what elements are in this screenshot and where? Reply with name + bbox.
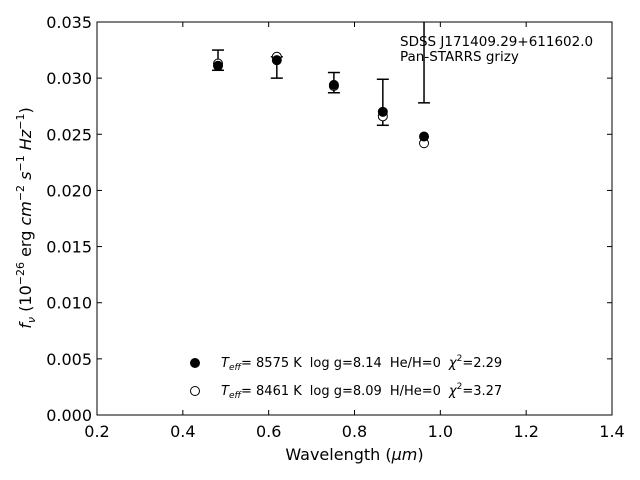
model-point-filled	[213, 60, 224, 71]
y-tick-label: 0.015	[46, 238, 92, 257]
x-axis-label: Wavelength (μm)	[285, 445, 423, 464]
x-axis-ticks: 0.2 0.4 0.6 0.8 1.0 1.2 1.4	[84, 22, 625, 441]
y-tick-label: 0.005	[46, 350, 92, 369]
x-tick-label: 0.4	[170, 422, 195, 441]
x-tick-label: 0.8	[342, 422, 367, 441]
data-markers	[213, 51, 430, 149]
x-tick-label: 0.6	[256, 422, 281, 441]
annotation-survey-name: Pan-STARRS grizy	[400, 49, 519, 65]
x-tick-label: 1.0	[428, 422, 453, 441]
error-bars	[212, 22, 431, 127]
legend-marker-filled	[190, 358, 200, 368]
y-tick-label: 0.020	[46, 181, 92, 200]
y-tick-label: 0.010	[46, 294, 92, 313]
y-axis-ticks: 0.000 0.005 0.010 0.015 0.020 0.025 0.030 0.035	[46, 13, 612, 425]
x-tick-label: 0.2	[84, 422, 109, 441]
y-tick-label: 0.030	[46, 69, 92, 88]
y-tick-label: 0.025	[46, 125, 92, 144]
y-tick-label: 0.035	[46, 13, 92, 32]
x-tick-label: 1.4	[599, 422, 624, 441]
y-axis-label: fν (10−26 erg cm−2 s−1 Hz−1)	[14, 107, 38, 328]
model-point-filled	[377, 106, 388, 117]
x-tick-label: 1.2	[513, 422, 538, 441]
y-tick-label: 0.000	[46, 406, 92, 425]
model-point-filled	[328, 79, 339, 90]
model-point-filled	[419, 131, 430, 142]
legend-marker-open	[190, 386, 200, 396]
model-point-filled	[271, 55, 282, 66]
annotation-object-name: SDSS J171409.29+611602.0	[400, 34, 593, 50]
